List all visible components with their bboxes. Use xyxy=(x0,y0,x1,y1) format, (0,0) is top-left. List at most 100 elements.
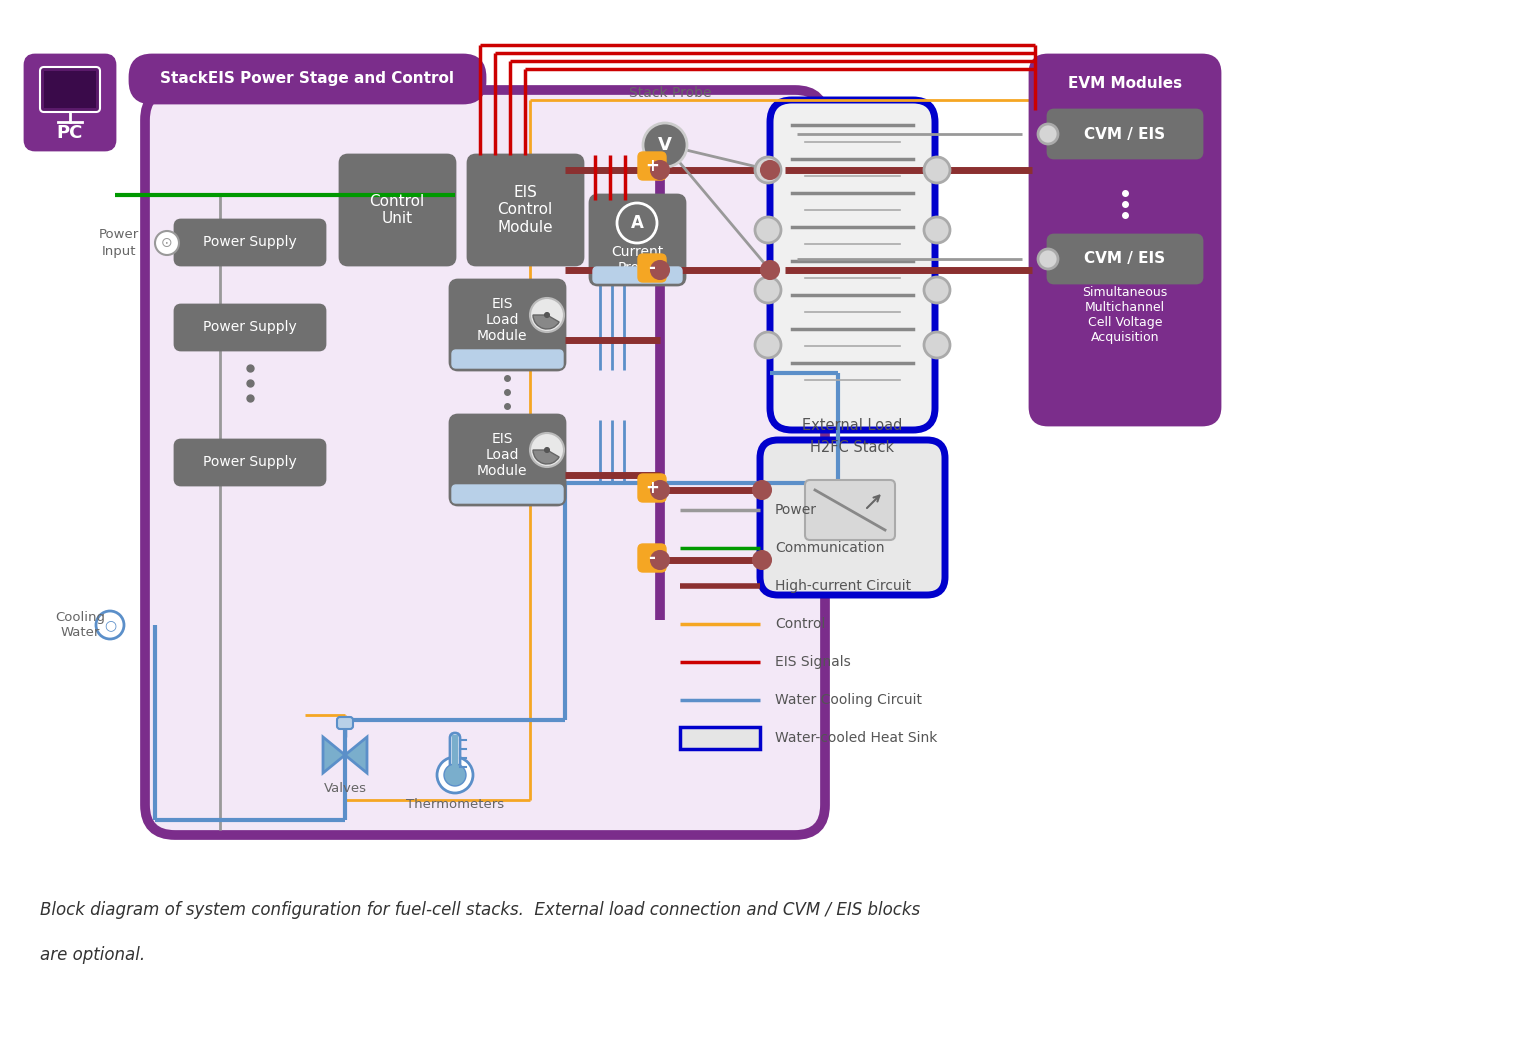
Wedge shape xyxy=(534,315,560,329)
Text: V: V xyxy=(659,136,673,154)
Text: Simultaneous
Multichannel
Cell Voltage
Acquisition: Simultaneous Multichannel Cell Voltage A… xyxy=(1083,286,1168,344)
Text: EIS
Load
Module: EIS Load Module xyxy=(477,432,528,479)
FancyBboxPatch shape xyxy=(590,195,685,285)
Text: Stack Probe: Stack Probe xyxy=(628,86,711,100)
Text: +: + xyxy=(645,479,659,497)
FancyBboxPatch shape xyxy=(40,67,101,112)
Text: are optional.: are optional. xyxy=(40,946,145,963)
Text: Water-cooled Heat Sink: Water-cooled Heat Sink xyxy=(775,732,938,745)
Text: -: - xyxy=(648,259,656,277)
Circle shape xyxy=(755,277,781,303)
FancyBboxPatch shape xyxy=(450,733,461,777)
Circle shape xyxy=(753,551,772,568)
Circle shape xyxy=(544,314,549,317)
Circle shape xyxy=(924,217,950,243)
FancyBboxPatch shape xyxy=(337,717,352,729)
FancyBboxPatch shape xyxy=(593,268,682,283)
FancyBboxPatch shape xyxy=(1029,55,1220,425)
Text: A: A xyxy=(630,214,644,232)
FancyBboxPatch shape xyxy=(175,440,325,485)
Polygon shape xyxy=(323,737,368,773)
Text: High-current Circuit: High-current Circuit xyxy=(775,579,910,593)
Circle shape xyxy=(924,332,950,358)
Circle shape xyxy=(651,481,669,500)
Circle shape xyxy=(544,448,549,452)
Circle shape xyxy=(755,217,781,243)
Circle shape xyxy=(531,298,564,332)
Text: ○: ○ xyxy=(104,618,116,632)
FancyBboxPatch shape xyxy=(451,735,458,765)
Circle shape xyxy=(531,433,564,467)
FancyBboxPatch shape xyxy=(468,155,583,265)
Text: -: - xyxy=(648,549,656,567)
Circle shape xyxy=(651,551,669,568)
FancyBboxPatch shape xyxy=(680,727,759,749)
FancyBboxPatch shape xyxy=(175,305,325,350)
Circle shape xyxy=(761,161,779,179)
FancyBboxPatch shape xyxy=(637,152,666,180)
Text: CVM / EIS: CVM / EIS xyxy=(1084,126,1165,141)
Circle shape xyxy=(651,161,669,179)
Text: CVM / EIS: CVM / EIS xyxy=(1084,252,1165,266)
Text: Current
Probe: Current Probe xyxy=(612,245,663,275)
Text: Block diagram of system configuration for fuel-cell stacks.  External load conne: Block diagram of system configuration fo… xyxy=(40,901,920,919)
FancyBboxPatch shape xyxy=(770,100,935,429)
Text: External Load: External Load xyxy=(802,418,903,434)
Text: Valves: Valves xyxy=(323,782,366,794)
Circle shape xyxy=(761,261,779,279)
Circle shape xyxy=(96,611,124,638)
FancyBboxPatch shape xyxy=(450,415,564,505)
Wedge shape xyxy=(534,450,560,464)
Circle shape xyxy=(438,757,473,793)
FancyBboxPatch shape xyxy=(451,485,563,503)
Circle shape xyxy=(156,231,178,255)
FancyBboxPatch shape xyxy=(637,254,666,282)
Text: Control: Control xyxy=(775,617,825,631)
FancyBboxPatch shape xyxy=(637,544,666,572)
Circle shape xyxy=(1039,249,1058,269)
Circle shape xyxy=(651,261,669,279)
FancyBboxPatch shape xyxy=(450,280,564,370)
FancyBboxPatch shape xyxy=(451,350,563,368)
Text: Control
Unit: Control Unit xyxy=(369,193,424,226)
Text: Cooling: Cooling xyxy=(55,610,105,624)
Text: Power: Power xyxy=(99,229,139,241)
Text: Communication: Communication xyxy=(775,541,884,555)
Text: ⊙: ⊙ xyxy=(162,236,172,250)
Text: Power: Power xyxy=(775,503,817,517)
Circle shape xyxy=(924,157,950,183)
Circle shape xyxy=(618,203,657,243)
FancyBboxPatch shape xyxy=(759,440,946,595)
FancyBboxPatch shape xyxy=(145,90,825,835)
Text: EIS
Load
Module: EIS Load Module xyxy=(477,297,528,343)
Text: Thermometers: Thermometers xyxy=(406,798,505,812)
FancyBboxPatch shape xyxy=(340,155,454,265)
Text: StackEIS Power Stage and Control: StackEIS Power Stage and Control xyxy=(160,71,454,87)
FancyBboxPatch shape xyxy=(130,55,485,103)
Text: EIS
Control
Module: EIS Control Module xyxy=(497,185,552,235)
Text: Input: Input xyxy=(102,245,136,257)
FancyBboxPatch shape xyxy=(24,55,114,150)
Text: Water Cooling Circuit: Water Cooling Circuit xyxy=(775,693,923,707)
FancyBboxPatch shape xyxy=(175,220,325,265)
Circle shape xyxy=(924,277,950,303)
Text: +: + xyxy=(645,157,659,175)
Circle shape xyxy=(755,332,781,358)
Circle shape xyxy=(755,157,781,183)
Text: Power Supply: Power Supply xyxy=(203,235,297,249)
Text: Water: Water xyxy=(61,627,99,640)
Text: H2FC Stack: H2FC Stack xyxy=(810,441,894,456)
Text: EIS Signals: EIS Signals xyxy=(775,655,851,669)
FancyBboxPatch shape xyxy=(1048,110,1202,158)
Text: Power Supply: Power Supply xyxy=(203,320,297,334)
Text: EVM Modules: EVM Modules xyxy=(1068,75,1182,91)
Circle shape xyxy=(444,764,467,786)
Circle shape xyxy=(1039,124,1058,144)
Text: PC: PC xyxy=(56,124,84,142)
Circle shape xyxy=(644,123,686,167)
Circle shape xyxy=(753,481,772,500)
FancyBboxPatch shape xyxy=(44,71,96,108)
FancyBboxPatch shape xyxy=(637,474,666,502)
Text: Power Supply: Power Supply xyxy=(203,455,297,469)
FancyBboxPatch shape xyxy=(805,480,895,540)
